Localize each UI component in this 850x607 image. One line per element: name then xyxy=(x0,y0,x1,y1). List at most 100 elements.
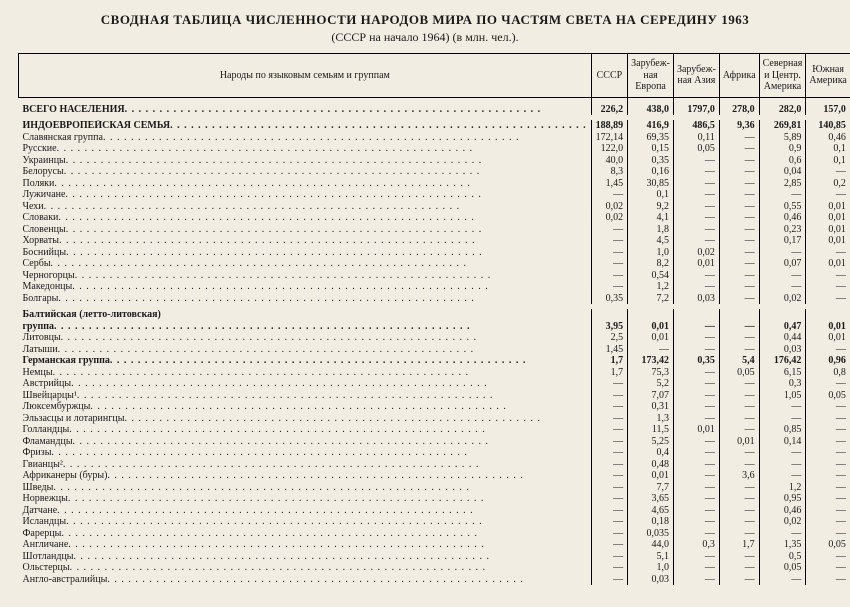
table-cell: 269,81 xyxy=(759,120,806,132)
table-cell: — xyxy=(759,247,806,259)
row-label: Люксембуржцы . . . . . . . . . . . . . .… xyxy=(19,401,592,413)
table-cell: — xyxy=(673,378,719,390)
table-cell: 0,01 xyxy=(628,332,674,344)
table-row: Шотландцы . . . . . . . . . . . . . . . … xyxy=(19,551,850,563)
table-cell: 0,05 xyxy=(806,390,850,402)
table-cell: 75,3 xyxy=(628,367,674,379)
table-cell: 0,31 xyxy=(628,401,674,413)
table-row: Болгары . . . . . . . . . . . . . . . . … xyxy=(19,293,850,305)
table-cell: — xyxy=(719,459,759,471)
table-cell: 0,48 xyxy=(628,459,674,471)
row-label: Балтийская (летто-литовская) xyxy=(19,309,592,321)
table-cell: — xyxy=(591,528,628,540)
table-row: Гвианцы² . . . . . . . . . . . . . . . .… xyxy=(19,459,850,471)
table-row: ИНДОЕВРОПЕЙСКАЯ СЕМЬЯ . . . . . . . . . … xyxy=(19,120,850,132)
table-cell: — xyxy=(673,235,719,247)
table-row: Боснийцы . . . . . . . . . . . . . . . .… xyxy=(19,247,850,259)
table-cell: — xyxy=(673,528,719,540)
table-cell: 0,35 xyxy=(628,155,674,167)
table-cell: 1,0 xyxy=(628,562,674,574)
table-cell: — xyxy=(673,281,719,293)
row-label: Македонцы . . . . . . . . . . . . . . . … xyxy=(19,281,592,293)
table-cell: — xyxy=(719,201,759,213)
table-cell: — xyxy=(719,178,759,190)
table-cell: — xyxy=(591,493,628,505)
table-cell: — xyxy=(673,201,719,213)
table-cell: 0,04 xyxy=(759,166,806,178)
table-cell: 173,42 xyxy=(628,355,674,367)
table-cell: 0,14 xyxy=(759,436,806,448)
table-header-cell: Африка xyxy=(719,54,759,98)
table-cell: — xyxy=(806,528,850,540)
table-cell: — xyxy=(673,516,719,528)
table-cell: — xyxy=(673,390,719,402)
row-label: ИНДОЕВРОПЕЙСКАЯ СЕМЬЯ . . . . . . . . . … xyxy=(19,120,592,132)
table-cell: — xyxy=(806,459,850,471)
table-cell: — xyxy=(806,401,850,413)
table-cell: — xyxy=(719,258,759,270)
table-cell: 1,2 xyxy=(759,482,806,494)
table-cell: 0,16 xyxy=(628,166,674,178)
table-cell: — xyxy=(806,574,850,586)
table-row: Чехи . . . . . . . . . . . . . . . . . .… xyxy=(19,201,850,213)
table-cell: 157,0 xyxy=(806,97,850,115)
table-cell: 0,01 xyxy=(806,201,850,213)
table-cell: — xyxy=(591,281,628,293)
table-cell: — xyxy=(591,505,628,517)
table-cell: — xyxy=(719,281,759,293)
table-cell: 0,07 xyxy=(759,258,806,270)
table-cell: 0,6 xyxy=(759,155,806,167)
table-cell: 1,7 xyxy=(719,539,759,551)
table-cell: — xyxy=(591,390,628,402)
table-cell: 5,89 xyxy=(759,132,806,144)
table-cell: 4,5 xyxy=(628,235,674,247)
table-cell: 0,35 xyxy=(591,293,628,305)
table-cell: 0,11 xyxy=(673,132,719,144)
table-cell: — xyxy=(673,178,719,190)
row-label: Шотландцы . . . . . . . . . . . . . . . … xyxy=(19,551,592,563)
table-cell: — xyxy=(591,459,628,471)
table-cell: — xyxy=(591,189,628,201)
table-cell: 0,01 xyxy=(673,424,719,436)
table-cell: — xyxy=(673,470,719,482)
table-cell: 0,05 xyxy=(673,143,719,155)
table-row: Люксембуржцы . . . . . . . . . . . . . .… xyxy=(19,401,850,413)
table-cell: — xyxy=(806,344,850,356)
table-header-cell: СССР xyxy=(591,54,628,98)
table-cell: 0,8 xyxy=(806,367,850,379)
table-cell: 0,05 xyxy=(759,562,806,574)
table-header-row: Народы по языковым семьям и группамСССРЗ… xyxy=(19,54,850,98)
table-cell: 0,01 xyxy=(806,235,850,247)
table-cell: — xyxy=(719,574,759,586)
table-cell: — xyxy=(719,528,759,540)
row-label: Исландцы . . . . . . . . . . . . . . . .… xyxy=(19,516,592,528)
table-cell: — xyxy=(719,321,759,333)
table-cell: 0,03 xyxy=(673,293,719,305)
table-row: Фарерцы . . . . . . . . . . . . . . . . … xyxy=(19,528,850,540)
table-cell: — xyxy=(719,562,759,574)
table-cell: — xyxy=(591,270,628,282)
table-cell xyxy=(628,309,674,321)
table-cell: 44,0 xyxy=(628,539,674,551)
table-cell: — xyxy=(719,551,759,563)
table-cell: 9,2 xyxy=(628,201,674,213)
table-row: Балтийская (летто-литовская) xyxy=(19,309,850,321)
table-cell: 7,2 xyxy=(628,293,674,305)
table-row: Словаки . . . . . . . . . . . . . . . . … xyxy=(19,212,850,224)
table-row: Латыши . . . . . . . . . . . . . . . . .… xyxy=(19,344,850,356)
table-row: Африканеры (буры) . . . . . . . . . . . … xyxy=(19,470,850,482)
table-cell: — xyxy=(806,470,850,482)
table-cell: 0,01 xyxy=(806,258,850,270)
table-cell: 0,035 xyxy=(628,528,674,540)
table-cell: 0,47 xyxy=(759,321,806,333)
table-cell: 69,35 xyxy=(628,132,674,144)
table-cell: — xyxy=(719,390,759,402)
table-cell: — xyxy=(806,281,850,293)
row-label: Немцы . . . . . . . . . . . . . . . . . … xyxy=(19,367,592,379)
table-cell: — xyxy=(806,166,850,178)
table-cell: — xyxy=(806,189,850,201)
table-cell: — xyxy=(591,258,628,270)
table-cell: 2,5 xyxy=(591,332,628,344)
table-row: Македонцы . . . . . . . . . . . . . . . … xyxy=(19,281,850,293)
table-row: Белорусы . . . . . . . . . . . . . . . .… xyxy=(19,166,850,178)
